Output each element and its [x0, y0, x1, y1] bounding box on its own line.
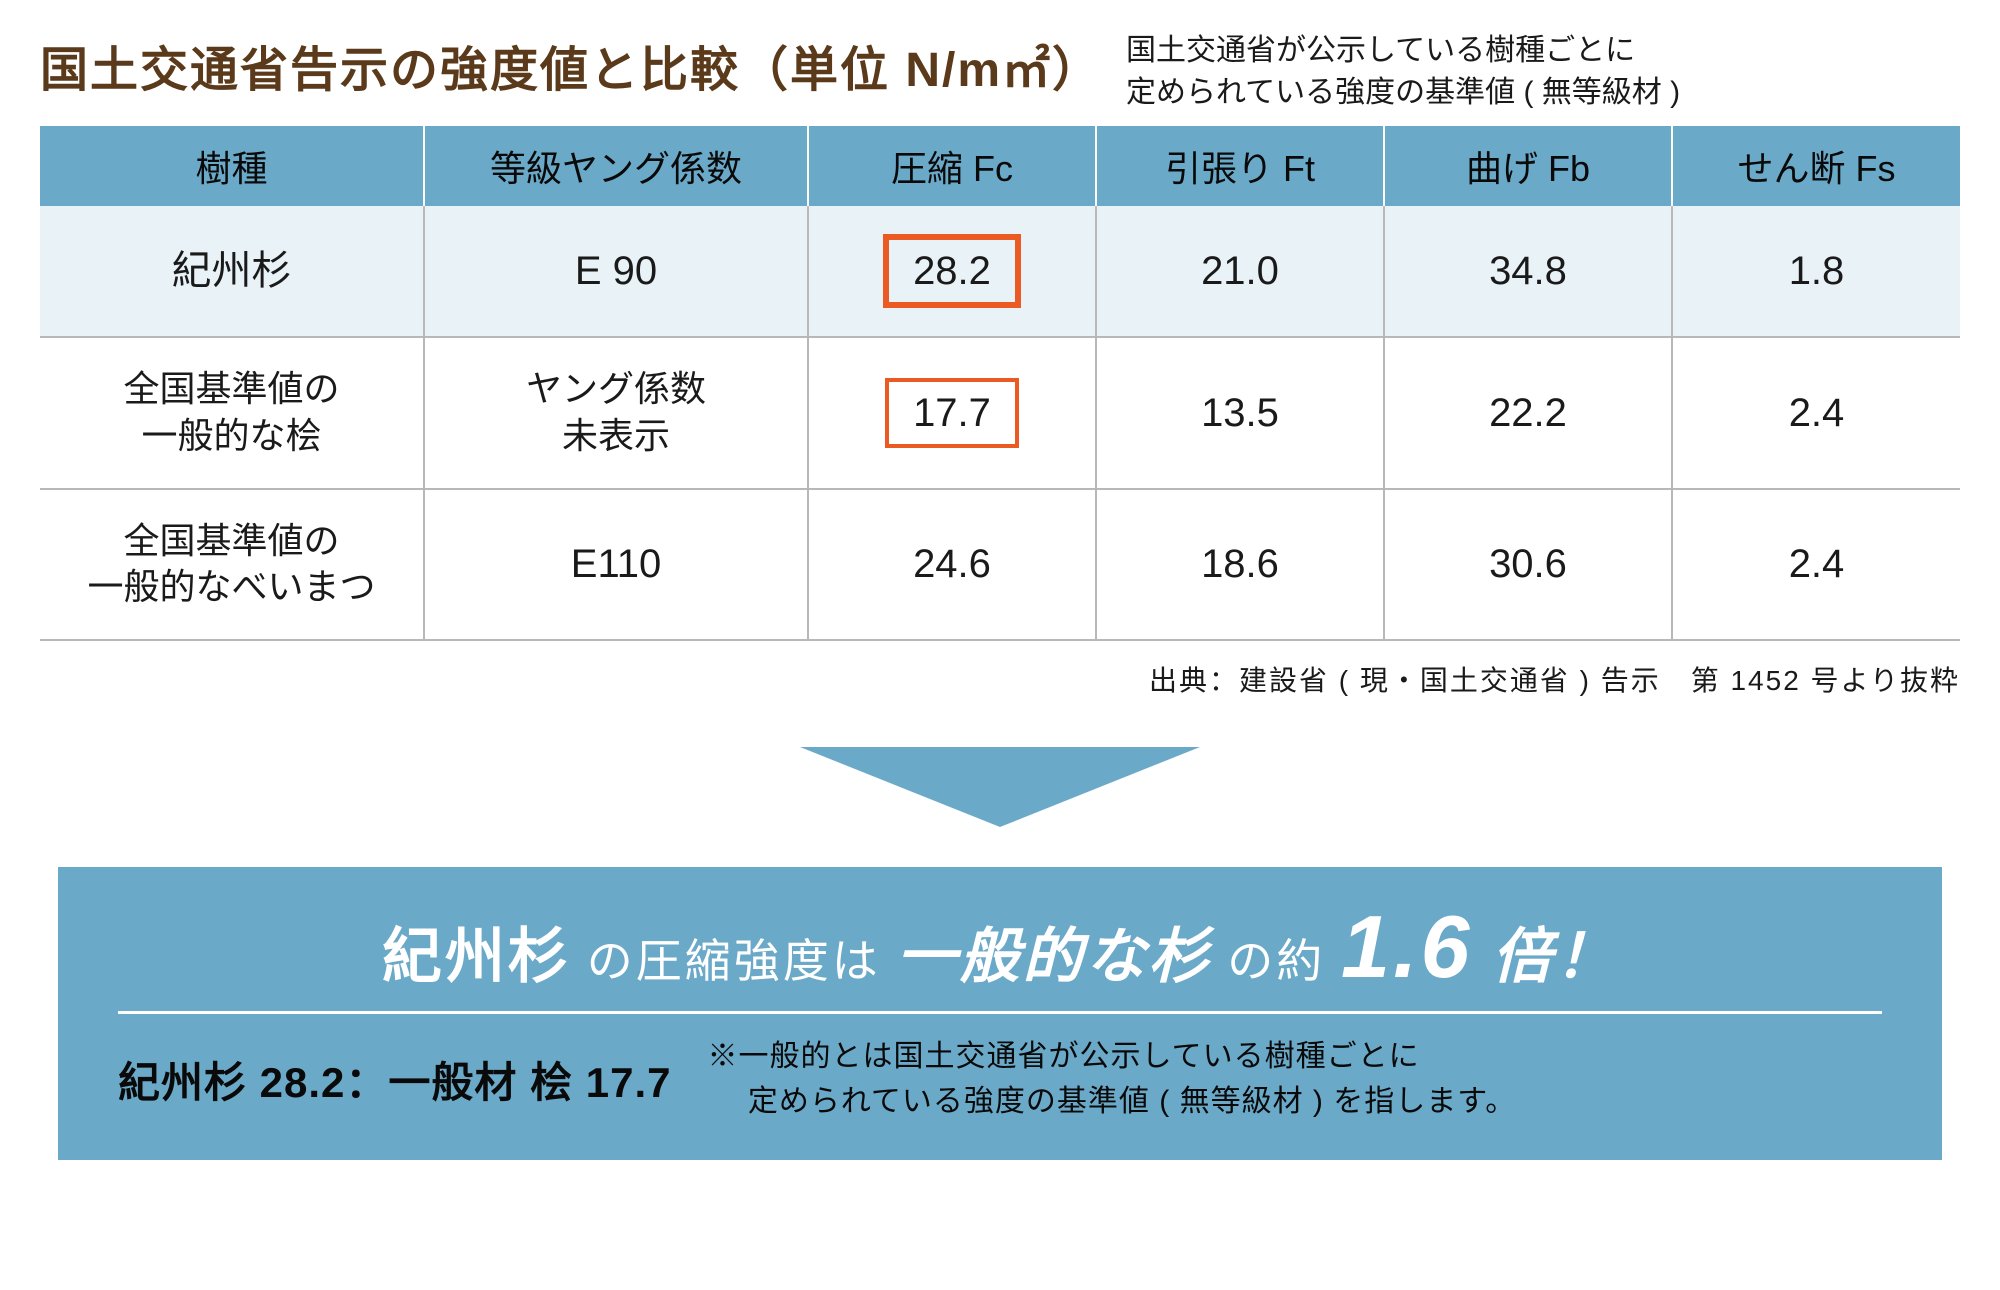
page-title: 国土交通省告示の強度値と比較（単位 N/m㎡） [40, 30, 1102, 100]
table-header-1: 等級ヤング係数 [424, 126, 808, 206]
table-cell: E110 [424, 489, 808, 641]
table-cell: 18.6 [1096, 489, 1384, 641]
table-header-2: 圧縮 Fc [808, 126, 1096, 206]
table-row: 全国基準値の一般的な桧ヤング係数未表示 17.7 13.522.22.4 [40, 337, 1960, 489]
arrow-down-icon [800, 747, 1200, 827]
callout-ratio: 紀州杉 28.2：一般材 桧 17.7 [118, 1049, 672, 1110]
table-cell: 22.2 [1384, 337, 1672, 489]
table-cell: 17.7 [808, 337, 1096, 489]
source-citation: 出典：建設省 ( 現・国土交通省 ) 告示 第 1452 号より抜粋 [40, 659, 1960, 699]
callout-part: の圧縮強度は [571, 935, 897, 987]
table-cell: 紀州杉 [40, 206, 424, 337]
callout-part: 1.6 [1341, 897, 1472, 996]
table-cell: ヤング係数未表示 [424, 337, 808, 489]
callout-part: 紀州杉 [382, 923, 571, 990]
table-cell: 2.4 [1672, 489, 1960, 641]
table-cell: 2.4 [1672, 337, 1960, 489]
table-cell: 30.6 [1384, 489, 1672, 641]
callout-note-line-1: ※一般的とは国土交通省が公示している樹種ごとに [708, 1040, 1420, 1073]
callout-part: 一般的な杉 [896, 923, 1211, 990]
table-cell: 24.6 [808, 489, 1096, 641]
strength-table: 樹種等級ヤング係数圧縮 Fc引張り Ft曲げ Fbせん断 Fs 紀州杉E 90 2… [40, 126, 1960, 641]
highlighted-value: 17.7 [885, 378, 1019, 448]
callout-headline: 紀州杉 の圧縮強度は 一般的な杉 の約 1.6 倍！ [118, 903, 1882, 1014]
table-cell: 全国基準値の一般的なべいまつ [40, 489, 424, 641]
table-header-5: せん断 Fs [1672, 126, 1960, 206]
callout-note-line-2: 定められている強度の基準値 ( 無等級材 ) を指します。 [708, 1085, 1517, 1118]
table-header-3: 引張り Ft [1096, 126, 1384, 206]
highlighted-value: 28.2 [883, 234, 1021, 308]
callout-part: 倍！ [1472, 923, 1618, 990]
table-cell: 13.5 [1096, 337, 1384, 489]
table-cell: 1.8 [1672, 206, 1960, 337]
page-subtitle: 国土交通省が公示している樹種ごとに 定められている強度の基準値 ( 無等級材 ) [1126, 30, 1680, 114]
table-row: 全国基準値の一般的なべいまつE11024.618.630.62.4 [40, 489, 1960, 641]
callout-part: の約 [1211, 935, 1341, 987]
arrow-down-wrap [40, 747, 1960, 827]
table-row: 紀州杉E 90 28.2 21.034.81.8 [40, 206, 1960, 337]
table-cell: 21.0 [1096, 206, 1384, 337]
subtitle-line-1: 国土交通省が公示している樹種ごとに [1126, 34, 1635, 67]
table-cell: 全国基準値の一般的な桧 [40, 337, 424, 489]
table-header-0: 樹種 [40, 126, 424, 206]
callout-box: 紀州杉 の圧縮強度は 一般的な杉 の約 1.6 倍！ 紀州杉 28.2：一般材 … [58, 867, 1942, 1160]
callout-note: ※一般的とは国土交通省が公示している樹種ごとに 定められている強度の基準値 ( … [708, 1034, 1517, 1124]
table-header-4: 曲げ Fb [1384, 126, 1672, 206]
subtitle-line-2: 定められている強度の基準値 ( 無等級材 ) [1126, 76, 1680, 109]
table-cell: E 90 [424, 206, 808, 337]
table-cell: 34.8 [1384, 206, 1672, 337]
table-cell: 28.2 [808, 206, 1096, 337]
